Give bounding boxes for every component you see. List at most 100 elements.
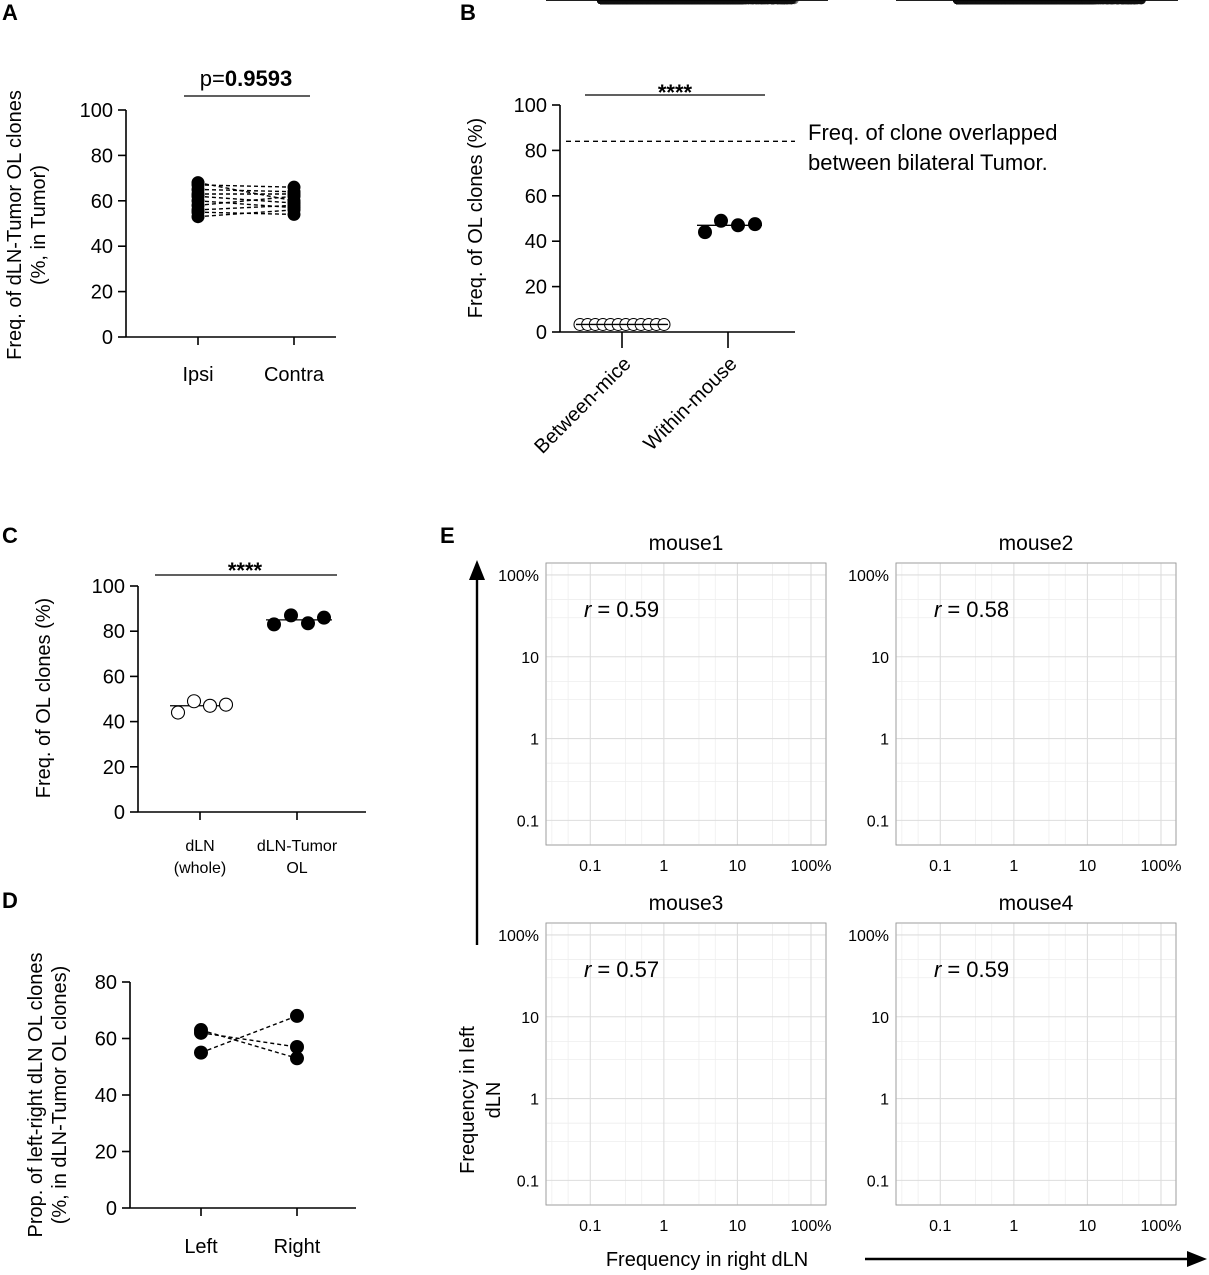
panel-c-significance: **** bbox=[228, 558, 263, 583]
panel-e-ylabel-line1: Frequency in left bbox=[457, 1026, 479, 1174]
panel-e-x-tick-label: 0.1 bbox=[929, 858, 951, 875]
panel-c-ylabel: Freq. of OL clones (%) bbox=[33, 598, 55, 798]
panel-a-ipsi-point bbox=[192, 176, 205, 189]
panel-a-pair-line bbox=[198, 183, 294, 201]
panel-b-within-mouse-point bbox=[714, 214, 728, 228]
panel-a-ylabel-line2: (%, in Tumor) bbox=[28, 165, 50, 285]
panel-a-x-tick-label: Ipsi bbox=[182, 364, 213, 386]
panel-c-y-tick-label: 100 bbox=[92, 576, 125, 598]
panel-d-letter: D bbox=[2, 888, 18, 913]
panel-d-y-tick-label: 80 bbox=[95, 972, 117, 994]
panel-e-x-tick-label: 0.1 bbox=[579, 1218, 601, 1235]
panel-e-x-arrow-head bbox=[1187, 1251, 1207, 1267]
panel-a: A Freq. of dLN-Tumor OL clones (%, in Tu… bbox=[2, 0, 336, 386]
panel-e-x-tick-label: 100% bbox=[791, 858, 832, 875]
panel-c-dln-tumor-ol-point bbox=[317, 611, 331, 625]
panel-c-x-tick-label-line1: dLN bbox=[185, 838, 214, 855]
panel-c-dln-whole-point bbox=[220, 698, 233, 711]
panel-b-within-mouse-point bbox=[731, 218, 745, 232]
panel-e-y-tick-label: 1 bbox=[880, 732, 889, 749]
panel-d-ylabel-line1: Prop. of left-right dLN OL clones bbox=[25, 953, 47, 1238]
panel-e-y-tick-label: 1 bbox=[530, 732, 539, 749]
panel-e-y-tick-label: 10 bbox=[871, 650, 889, 667]
panel-c-dln-whole-point bbox=[188, 695, 201, 708]
panel-b-y-tick-label: 40 bbox=[525, 231, 547, 253]
panel-b-y-tick-label: 20 bbox=[525, 277, 547, 299]
panel-d-right-point bbox=[290, 1051, 304, 1065]
panel-b-y-tick-label: 80 bbox=[525, 140, 547, 162]
panel-b-x-tick-label: Within-mouse bbox=[640, 353, 742, 455]
panel-a-y-tick-label: 0 bbox=[102, 327, 113, 349]
panel-a-y-tick-label: 60 bbox=[91, 191, 113, 213]
panel-e-letter: E bbox=[440, 523, 455, 548]
panel-d-right-point bbox=[290, 1009, 304, 1023]
panel-c-x-tick-label-line1: dLN-Tumor bbox=[257, 838, 338, 855]
panel-c-y-tick-label: 0 bbox=[114, 802, 125, 824]
panel-c: C Freq. of OL clones (%) **** 0204060801… bbox=[2, 523, 366, 877]
panel-a-y-tick-label: 20 bbox=[91, 282, 113, 304]
panel-d: D Prop. of left-right dLN OL clones (%, … bbox=[2, 888, 356, 1258]
panel-c-x-tick-label-line2: OL bbox=[286, 860, 307, 877]
panel-d-y-tick-label: 60 bbox=[95, 1029, 117, 1051]
panel-a-pair-line bbox=[198, 210, 294, 217]
panel-e-x-tick-label: 100% bbox=[1141, 858, 1182, 875]
panel-b: B Freq. of OL clones (%) **** Freq. of c… bbox=[460, 0, 1058, 458]
panel-d-left-point bbox=[194, 1046, 208, 1060]
panel-a-y-tick-label: 40 bbox=[91, 236, 113, 258]
panel-e-xlabel: Frequency in right dLN bbox=[606, 1249, 808, 1271]
panel-e-x-tick-label: 10 bbox=[729, 858, 747, 875]
panel-e-x-tick-label: 0.1 bbox=[579, 858, 601, 875]
panel-e-x-tick-label: 1 bbox=[659, 1218, 668, 1235]
panel-a-contra-point bbox=[288, 181, 301, 194]
panel-c-y-tick-label: 60 bbox=[103, 666, 125, 688]
panel-e-x-tick-label: 1 bbox=[659, 858, 668, 875]
panel-e: E Frequency in left dLN Frequency in rig… bbox=[440, 0, 1207, 1271]
panel-c-dln-whole-point bbox=[172, 706, 185, 719]
panel-b-within-mouse-point bbox=[698, 225, 712, 239]
panel-e-y-tick-label: 0.1 bbox=[517, 1173, 539, 1190]
panel-a-ipsi-point bbox=[192, 203, 205, 216]
panel-c-y-tick-label: 20 bbox=[103, 757, 125, 779]
panel-b-letter: B bbox=[460, 0, 476, 25]
panel-c-dln-whole-point bbox=[204, 699, 217, 712]
panel-c-dln-tumor-ol-point bbox=[267, 617, 281, 631]
panel-b-reference-label-line2: between bilateral Tumor. bbox=[808, 150, 1048, 175]
panel-b-significance: **** bbox=[658, 80, 693, 105]
panel-e-y-tick-label: 10 bbox=[521, 650, 539, 667]
panel-d-y-tick-label: 40 bbox=[95, 1085, 117, 1107]
panel-e-y-tick-label: 0.1 bbox=[517, 813, 539, 830]
panel-c-x-tick-label-line2: (whole) bbox=[174, 860, 226, 877]
panel-e-y-tick-label: 100% bbox=[498, 568, 539, 585]
panel-e-y-tick-label: 100% bbox=[848, 568, 889, 585]
panel-e-y-tick-label: 100% bbox=[498, 928, 539, 945]
panel-b-reference-label-line1: Freq. of clone overlapped bbox=[808, 120, 1058, 145]
panel-e-y-tick-label: 1 bbox=[530, 1092, 539, 1109]
panel-c-dln-tumor-ol-point bbox=[284, 608, 298, 622]
panel-e-x-tick-label: 1 bbox=[1009, 858, 1018, 875]
panel-e-ylabel-line2: dLN bbox=[483, 1082, 505, 1119]
panel-b-ylabel: Freq. of OL clones (%) bbox=[465, 118, 487, 318]
panel-a-pair-line bbox=[198, 205, 294, 210]
panel-d-y-tick-label: 20 bbox=[95, 1142, 117, 1164]
panel-a-contra-point bbox=[288, 199, 301, 212]
panel-d-ylabel-line2: (%, in dLN-Tumor OL clones) bbox=[49, 966, 71, 1225]
panel-a-ylabel-line1: Freq. of dLN-Tumor OL clones bbox=[4, 90, 26, 360]
panel-c-dln-tumor-ol-point bbox=[301, 616, 315, 630]
panel-b-y-tick-label: 100 bbox=[514, 95, 547, 117]
panel-d-x-tick-label: Left bbox=[184, 1236, 218, 1258]
panel-e-subplot-title: mouse1 bbox=[649, 532, 724, 555]
panel-c-y-tick-label: 40 bbox=[103, 712, 125, 734]
panel-e-x-tick-label: 10 bbox=[1079, 858, 1097, 875]
panel-e-y-tick-label: 10 bbox=[521, 1010, 539, 1027]
panel-e-x-tick-label: 10 bbox=[729, 1218, 747, 1235]
panel-d-y-tick-label: 0 bbox=[106, 1198, 117, 1220]
panel-c-letter: C bbox=[2, 523, 18, 548]
panel-b-x-tick-label: Between-mice bbox=[530, 353, 635, 458]
panel-d-x-tick-label: Right bbox=[274, 1236, 321, 1258]
panel-a-pair-line bbox=[198, 212, 294, 214]
panel-e-r-value: = 0.58 bbox=[947, 597, 1009, 622]
panel-e-subplot-title: mouse2 bbox=[999, 532, 1074, 555]
panel-b-within-mouse-point bbox=[748, 217, 762, 231]
panel-a-y-tick-label: 100 bbox=[80, 100, 113, 122]
